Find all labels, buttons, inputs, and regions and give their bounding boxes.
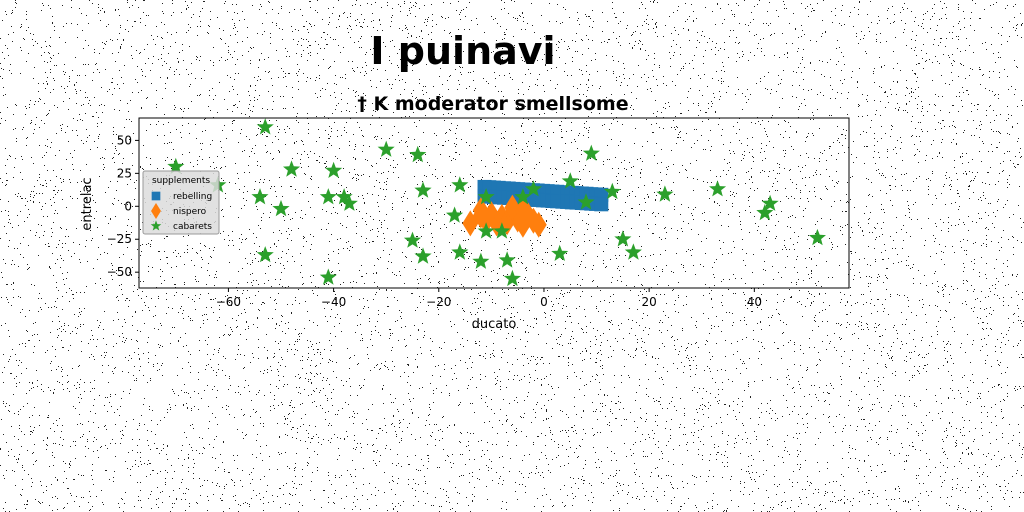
point-cabarets-33: [614, 230, 632, 247]
point-cabarets-29: [561, 172, 579, 189]
series-rebelling: [477, 179, 609, 212]
point-cabarets-32: [603, 182, 621, 200]
point-cabarets-6: [256, 246, 274, 263]
point-cabarets-4: [272, 199, 290, 217]
y-tick-label: 0: [124, 199, 132, 213]
series-nispero: [462, 194, 547, 238]
point-nispero-14: [504, 194, 521, 221]
ticks-layer: −60 −40 −20 0 20 40 50 25 0 −25 −50: [107, 133, 762, 309]
point-cabarets-11: [319, 268, 337, 285]
point-cabarets-28: [551, 244, 569, 261]
legend-marker-cabarets: [150, 220, 162, 231]
point-cabarets-19: [451, 243, 469, 260]
point-cabarets-7: [319, 188, 337, 205]
point-cabarets-14: [409, 145, 427, 163]
point-cabarets-8: [325, 161, 343, 178]
y-tick-label: 50: [117, 133, 132, 147]
point-nispero-15: [514, 197, 531, 224]
plot-frame: [138, 117, 850, 289]
point-cabarets-13: [403, 231, 421, 248]
point-cabarets-38: [761, 194, 779, 211]
x-tick-label: 40: [747, 295, 762, 309]
point-cabarets-0: [256, 118, 274, 135]
chart-title: † K moderator smellsome: [357, 93, 628, 115]
legend-label-nispero: nispero: [173, 207, 207, 217]
point-cabarets-39: [808, 228, 826, 246]
legend-box: [142, 170, 220, 235]
point-nispero-12: [530, 211, 547, 238]
point-cabarets-1: [167, 157, 185, 174]
point-rebelling-49: [594, 197, 609, 212]
point-cabarets-36: [709, 180, 727, 197]
series-layer: [167, 118, 826, 287]
point-cabarets-23: [493, 222, 511, 239]
point-cabarets-20: [472, 252, 490, 269]
point-cabarets-21: [477, 222, 495, 239]
x-tick-label: −20: [426, 295, 451, 309]
x-tick-label: 20: [642, 295, 657, 309]
legend-label-cabarets: cabarets: [173, 222, 212, 232]
point-cabarets-31: [582, 144, 600, 161]
point-cabarets-25: [503, 269, 521, 287]
point-cabarets-30: [577, 193, 595, 210]
legend-marker-nispero: [151, 202, 161, 220]
chart-suptitle: I puinavi: [370, 29, 555, 73]
point-cabarets-37: [756, 203, 774, 221]
x-tick-label: −40: [321, 295, 346, 309]
point-cabarets-5: [283, 160, 301, 177]
point-cabarets-3: [251, 188, 269, 205]
point-nispero-13: [472, 197, 489, 224]
point-cabarets-24: [498, 251, 516, 268]
point-cabarets-15: [414, 247, 432, 264]
point-cabarets-22: [477, 188, 495, 205]
x-tick-label: −60: [216, 295, 241, 309]
point-cabarets-26: [514, 188, 532, 205]
y-tick-label: 25: [117, 166, 132, 180]
x-axis-label: ducato: [472, 317, 517, 332]
point-cabarets-35: [656, 185, 674, 202]
legend: supplements rebelling nispero cabarets: [142, 170, 220, 235]
point-cabarets-12: [377, 140, 395, 157]
y-tick-label: −25: [107, 232, 132, 246]
y-tick-label: −50: [107, 265, 132, 279]
legend-label-rebelling: rebelling: [173, 192, 212, 202]
point-cabarets-10: [340, 194, 358, 211]
point-cabarets-34: [624, 243, 642, 260]
point-cabarets-9: [335, 188, 353, 205]
legend-marker-rebelling: [151, 191, 161, 201]
point-cabarets-17: [451, 176, 469, 193]
x-tick-label: 0: [540, 295, 548, 309]
legend-title: supplements: [152, 176, 210, 186]
y-axis-label: entrelac: [80, 177, 95, 230]
point-cabarets-18: [446, 206, 464, 223]
point-cabarets-16: [414, 181, 432, 198]
point-cabarets-27: [524, 180, 542, 197]
